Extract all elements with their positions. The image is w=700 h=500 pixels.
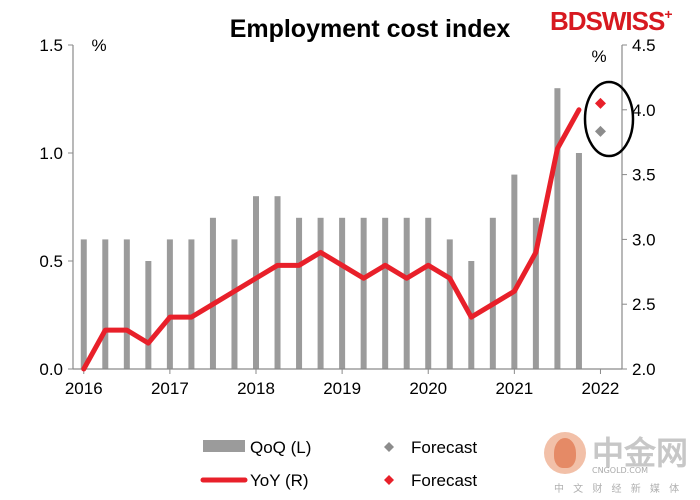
qoq-bar — [145, 261, 152, 369]
x-tick-label: 2017 — [151, 379, 189, 398]
right-axis-unit: % — [591, 47, 606, 66]
watermark-url: CNGOLD.COM — [592, 466, 649, 475]
qoq-bar — [489, 217, 496, 369]
qoq-bar — [209, 217, 216, 369]
left-tick-label: 0.5 — [39, 252, 63, 271]
qoq-bar — [360, 217, 367, 369]
qoq-bar — [425, 217, 432, 369]
qoq-bar — [188, 239, 195, 369]
right-tick-label: 3.5 — [632, 166, 656, 185]
left-tick-label: 1.0 — [39, 144, 63, 163]
right-tick-label: 2.0 — [632, 360, 656, 379]
qoq-bar — [102, 239, 109, 369]
watermark-subtitle: 中 文 财 经 新 媒 体 — [554, 484, 683, 495]
left-tick-label: 0.0 — [39, 360, 63, 379]
yoy-line — [81, 107, 582, 372]
qoq-bar — [554, 88, 561, 369]
legend: QoQ (L) Forecast YoY (R) Forecast — [200, 438, 477, 490]
qoq-bar — [511, 174, 518, 369]
chart-title: Employment cost index — [230, 15, 511, 43]
right-tick-label: 4.0 — [632, 101, 656, 120]
x-tick-label: 2018 — [237, 379, 275, 398]
qoq-bar — [339, 217, 346, 369]
legend-qoq-forecast-label: Forecast — [411, 438, 477, 457]
cngold-watermark: 中金网 CNGOLD.COM 中 文 财 经 新 媒 体 — [540, 428, 690, 495]
watermark-cn-text: 中金网 — [592, 434, 689, 472]
qoq-bar — [317, 217, 324, 369]
legend-qoq-forecast-icon — [384, 442, 394, 452]
qoq-bar — [231, 239, 238, 369]
qoq-bar — [296, 217, 303, 369]
forecast-highlight-circle — [583, 80, 635, 158]
bdswiss-logo: BDSWISS+ — [550, 6, 673, 36]
qoq-bar — [575, 153, 582, 369]
left-tick-label: 1.5 — [39, 36, 63, 55]
legend-yoy-forecast-label: Forecast — [411, 471, 477, 490]
x-tick-label: 2021 — [495, 379, 533, 398]
legend-qoq-swatch — [203, 440, 245, 452]
qoq-bar — [403, 217, 410, 369]
left-axis-unit: % — [91, 36, 106, 55]
qoq-bar — [80, 239, 87, 369]
right-tick-label: 4.5 — [632, 36, 656, 55]
qoq-bar — [532, 217, 539, 369]
x-tick-label: 2016 — [65, 379, 103, 398]
right-tick-label: 2.5 — [632, 295, 656, 314]
x-tick-label: 2020 — [409, 379, 447, 398]
legend-yoy-forecast-icon — [384, 475, 394, 485]
legend-yoy-label: YoY (R) — [250, 471, 309, 490]
right-tick-label: 3.0 — [632, 230, 656, 249]
x-tick-label: 2019 — [323, 379, 361, 398]
qoq-bar — [274, 196, 281, 369]
legend-qoq-label: QoQ (L) — [250, 438, 311, 457]
qoq-bar — [166, 239, 173, 369]
x-tick-label: 2022 — [582, 379, 620, 398]
qoq-bar — [253, 196, 259, 369]
watermark-flame-icon — [554, 438, 576, 468]
qoq-forecast-point — [594, 125, 606, 137]
qoq-bar — [382, 217, 389, 369]
qoq-bar — [123, 239, 130, 369]
yoy-forecast-point — [594, 97, 606, 109]
qoq-bar — [446, 239, 453, 369]
